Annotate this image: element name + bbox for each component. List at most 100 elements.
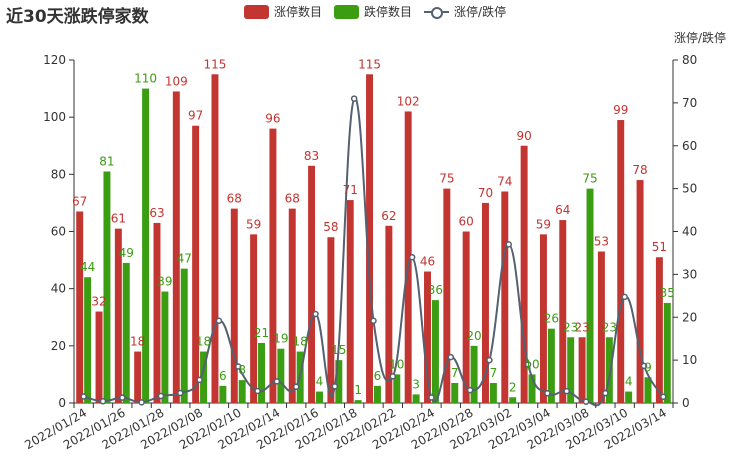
limit-up-value-label: 63 xyxy=(149,206,164,220)
ratio-point xyxy=(447,353,455,361)
limit-up-value-label: 71 xyxy=(343,183,358,197)
limit-up-bar xyxy=(230,208,238,403)
limit-up-bar xyxy=(211,74,219,404)
limit-up-value-label: 96 xyxy=(265,112,280,126)
limit-up-value-label: 74 xyxy=(497,174,512,188)
ratio-point xyxy=(331,383,339,390)
limit-down-bar xyxy=(547,328,555,403)
ratio-point xyxy=(582,398,590,405)
right-axis-label: 涨停/跌停 xyxy=(674,30,726,45)
limit-up-bar xyxy=(308,165,316,403)
legend: 涨停数目 跌停数目 涨停/跌停 xyxy=(244,3,518,20)
right-y-tick-label: 0 xyxy=(682,396,690,410)
right-y-tick-label: 20 xyxy=(682,310,697,324)
limit-down-bar xyxy=(219,385,227,403)
limit-down-value-label: 36 xyxy=(428,283,443,297)
ratio-point xyxy=(466,386,474,394)
limit-down-bar xyxy=(103,171,111,403)
limit-down-bar xyxy=(489,382,497,403)
right-y-tick-label: 10 xyxy=(682,353,697,367)
limit-up-value-label: 61 xyxy=(111,212,126,226)
limit-up-bar xyxy=(95,311,103,403)
limit-down-value-label: 23 xyxy=(602,320,617,334)
limit-down-bar xyxy=(509,397,517,403)
legend-item-ratio[interactable]: 涨停/跌停 xyxy=(424,3,506,20)
ratio-point xyxy=(80,393,87,400)
limit-down-bar xyxy=(238,380,246,403)
limit-down-value-label: 15 xyxy=(331,343,346,357)
left-y-tick-label: 80 xyxy=(51,167,66,181)
limit-up-bar xyxy=(346,200,354,403)
limit-up-bar xyxy=(153,222,161,403)
limit-down-bar xyxy=(451,382,459,403)
right-y-tick-label: 30 xyxy=(682,267,697,281)
ratio-point xyxy=(660,393,667,400)
left-y-tick-label: 100 xyxy=(43,110,66,124)
limit-up-bar xyxy=(501,191,509,403)
ratio-point xyxy=(196,376,203,384)
limit-up-bar xyxy=(559,220,567,403)
limit-up-value-label: 60 xyxy=(459,215,474,229)
ratio-point xyxy=(428,394,435,401)
limit-up-bar xyxy=(192,125,200,403)
limit-up-bar xyxy=(578,337,586,403)
ratio-point xyxy=(524,361,532,368)
ratio-point xyxy=(177,389,184,397)
limit-down-value-label: 3 xyxy=(412,377,420,391)
ratio-point xyxy=(119,394,126,401)
limit-up-value-label: 62 xyxy=(381,209,396,223)
limit-up-value-label: 115 xyxy=(204,57,227,71)
limit-up-value-label: 46 xyxy=(420,255,435,269)
limit-down-swatch xyxy=(334,4,360,19)
left-y-tick-label: 60 xyxy=(51,225,66,239)
limit-down-bar xyxy=(393,374,401,403)
limit-up-value-label: 109 xyxy=(165,74,188,88)
limit-down-value-label: 2 xyxy=(509,380,517,394)
limit-down-bar xyxy=(625,391,633,403)
legend-item-limit-down[interactable]: 跌停数目 xyxy=(334,3,412,20)
limit-down-bar xyxy=(354,400,362,403)
limit-down-bar xyxy=(586,188,594,403)
limit-down-value-label: 44 xyxy=(80,260,95,274)
limit-up-bar xyxy=(172,91,180,404)
legend-item-limit-up[interactable]: 涨停数目 xyxy=(244,3,322,20)
limit-down-value-label: 20 xyxy=(466,329,481,343)
ratio-point xyxy=(621,293,628,301)
limit-down-value-label: 35 xyxy=(660,286,675,300)
limit-up-bar xyxy=(76,211,84,403)
limit-down-value-label: 6 xyxy=(374,369,382,383)
limit-up-value-label: 99 xyxy=(613,103,628,117)
legend-label-ratio: 涨停/跌停 xyxy=(454,5,507,19)
ratio-point xyxy=(273,378,281,385)
limit-up-bar xyxy=(636,180,644,403)
ratio-point xyxy=(215,317,223,325)
legend-label-limit-up: 涨停数目 xyxy=(274,5,323,19)
ratio-point xyxy=(563,387,570,395)
limit-down-bar xyxy=(412,394,420,403)
limit-down-value-label: 6 xyxy=(219,369,227,383)
limit-down-bar xyxy=(663,302,671,403)
limit-up-bar xyxy=(597,251,605,403)
limit-down-bar xyxy=(200,351,208,403)
limit-up-value-label: 32 xyxy=(91,295,106,309)
limit-up-bar xyxy=(617,120,625,404)
limit-up-bar xyxy=(462,231,470,403)
limit-up-value-label: 23 xyxy=(574,320,589,334)
limit-up-bar xyxy=(539,234,547,403)
limit-up-bar xyxy=(366,74,374,404)
limit-down-value-label: 49 xyxy=(119,246,134,260)
limit-down-value-label: 47 xyxy=(177,252,192,266)
limit-up-bar xyxy=(443,188,451,403)
limit-down-value-label: 19 xyxy=(273,332,288,346)
ratio-point xyxy=(157,392,165,400)
limit-down-value-label: 10 xyxy=(389,357,404,371)
right-y-tick-label: 80 xyxy=(682,53,697,67)
limit-down-bar xyxy=(180,268,188,403)
limit-down-value-label: 7 xyxy=(451,366,459,380)
left-y-tick-label: 40 xyxy=(51,282,66,296)
ratio-point xyxy=(389,373,397,380)
limit-up-value-label: 90 xyxy=(516,129,531,143)
limit-up-value-label: 68 xyxy=(285,192,300,206)
limit-down-value-label: 18 xyxy=(293,335,308,349)
limit-down-value-label: 4 xyxy=(316,375,324,389)
